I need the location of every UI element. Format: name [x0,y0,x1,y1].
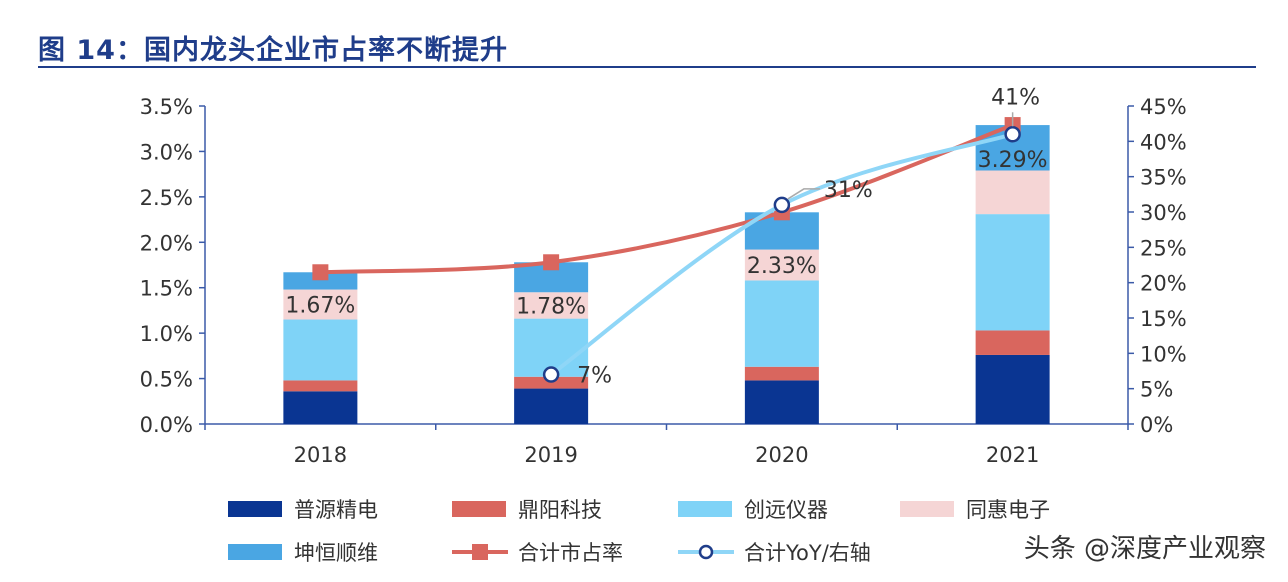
bar-segment [283,380,358,392]
bar-segment [283,391,358,424]
left-axis-tick-label: 2.5% [140,186,193,210]
legend-swatch [900,501,954,517]
right-axis-tick-label: 5% [1140,378,1173,402]
legend-swatch [452,501,506,517]
left-axis-tick-label: 0.5% [140,368,193,392]
bar-segment [283,272,358,290]
left-axis-tick-label: 1.0% [140,322,193,346]
bar-segment [514,292,589,319]
yoy-point-marker [773,196,791,214]
bar-segment [514,388,589,424]
yoy-data-label: 41% [991,85,1040,110]
right-axis-tick-label: 10% [1140,342,1187,366]
total-share-data-label: 3.29% [978,148,1048,173]
bar-segment [744,380,819,424]
bar-segment [975,170,1050,215]
title-rule [38,66,1256,68]
legend-label: 合计YoY/右轴 [744,541,871,565]
x-axis-tick-label: 2018 [294,443,347,467]
left-axis-tick-label: 2.0% [140,231,193,255]
right-axis-tick-label: 45% [1140,95,1187,119]
legend-label: 坤恒顺维 [294,541,378,565]
yoy-data-label: 7% [577,364,612,389]
yoy-point-marker [1004,126,1021,143]
watermark: 头条 @深度产业观察 [1023,534,1266,564]
chart-title: 图 14：国内龙头企业市占率不断提升 [38,35,508,66]
total-share-data-label: 1.67% [285,294,355,319]
bar-segment [744,280,819,367]
left-axis-tick-label: 3.0% [140,140,193,164]
x-axis-tick-label: 2020 [755,443,808,467]
yoy-point-marker [542,366,560,383]
bar-segment [975,214,1050,331]
bar-segment [283,289,358,320]
legend-label: 同惠电子 [966,498,1050,522]
legend-label: 创远仪器 [744,498,828,522]
bar-segment [975,330,1050,355]
right-axis-tick-label: 40% [1140,130,1187,154]
share-point-marker [543,254,560,271]
legend-label: 普源精电 [294,498,378,522]
right-axis-tick-label: 20% [1140,272,1187,296]
right-axis-tick-label: 30% [1140,201,1187,225]
legend-label: 合计市占率 [518,541,623,565]
legend-marker-swatch [698,544,714,560]
right-axis-tick-label: 0% [1140,413,1173,437]
legend-swatch [228,501,282,517]
share-point-marker [312,264,329,281]
total-share-data-label: 1.78% [516,294,586,319]
left-axis-tick-label: 0.0% [140,413,193,437]
yoy-data-label: 31% [824,178,873,203]
x-axis-tick-label: 2021 [986,443,1039,467]
total-share-data-label: 2.33% [747,254,817,279]
yoy-label-leader [787,188,820,200]
bar-segment [744,366,819,381]
bar-segment [744,249,819,281]
legend-marker-swatch [472,544,488,560]
x-axis-tick-label: 2019 [524,443,577,467]
right-axis-tick-label: 15% [1140,307,1187,331]
legend-swatch [678,501,732,517]
legend-swatch [228,544,282,560]
right-axis-tick-label: 25% [1140,236,1187,260]
legend-label: 鼎阳科技 [518,498,602,522]
right-axis-tick-label: 35% [1140,166,1187,190]
left-axis-tick-label: 1.5% [140,277,193,301]
bar-segment [283,319,358,381]
bar-segment [975,354,1050,424]
series-line-total-share [320,123,1014,275]
left-axis-tick-label: 3.5% [140,95,193,119]
